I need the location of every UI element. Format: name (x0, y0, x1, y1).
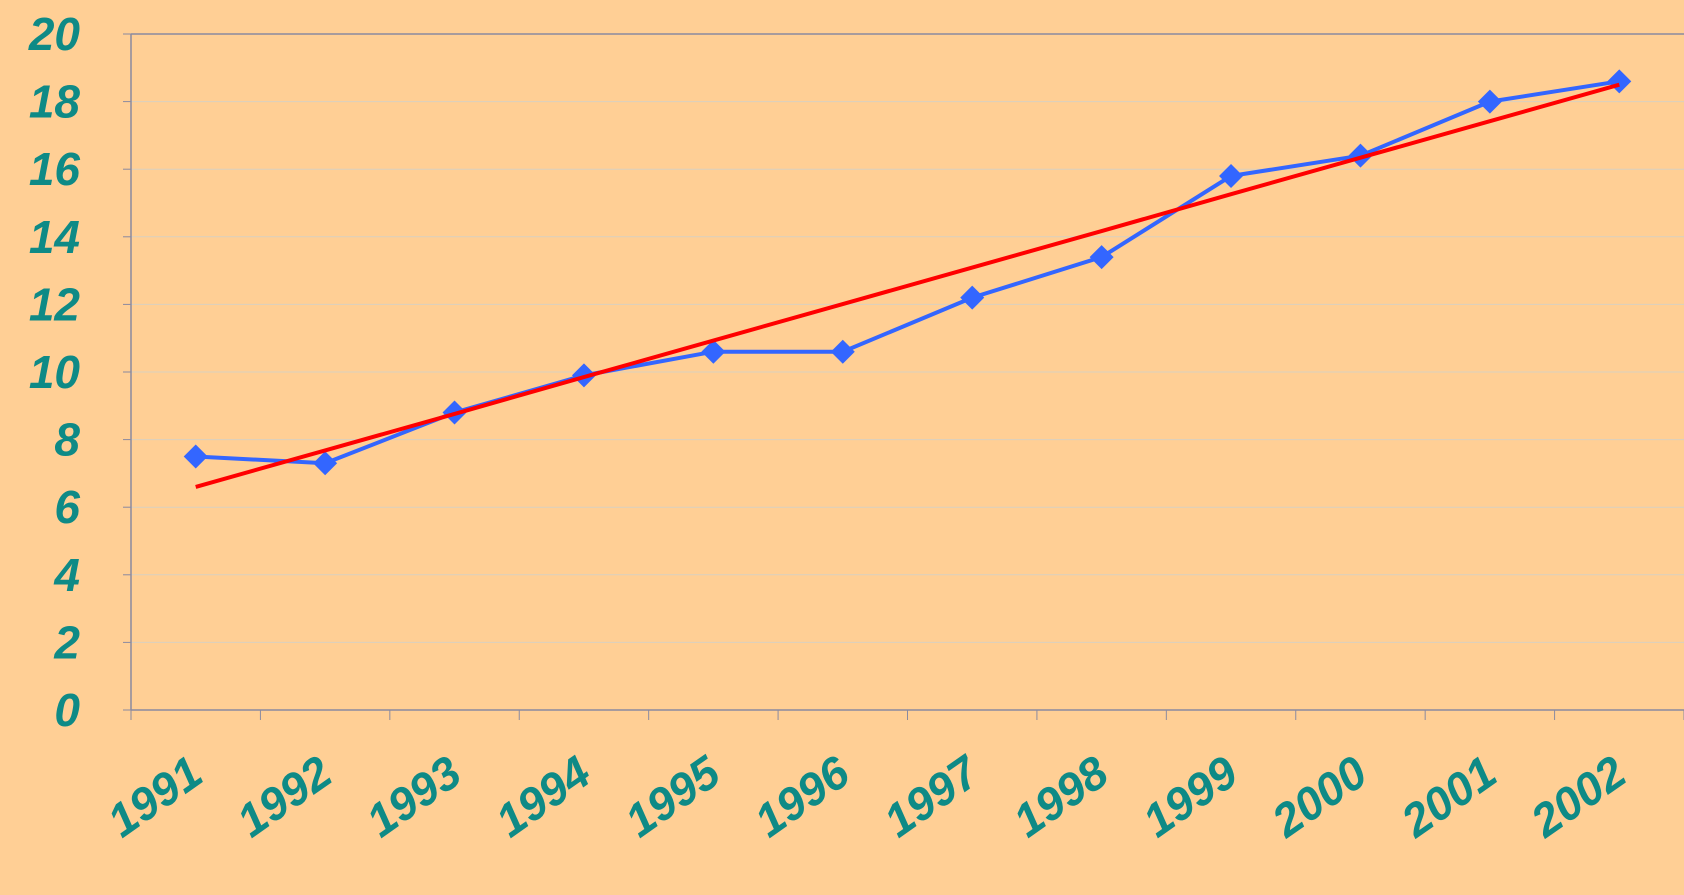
x-tick-label: 1994 (486, 746, 600, 847)
y-tick-label: 18 (29, 76, 81, 128)
x-tick-label: 2002 (1521, 745, 1636, 847)
point-marker (830, 339, 855, 364)
y-tick-label: 0 (54, 684, 80, 736)
y-tick-label: 12 (29, 278, 81, 330)
y-tick-label: 4 (53, 549, 80, 601)
y-tick-label: 2 (53, 616, 80, 668)
point-marker (960, 285, 985, 310)
point-marker (1089, 245, 1114, 270)
x-tick-label: 1996 (745, 745, 859, 847)
point-marker (1477, 89, 1502, 114)
point-marker (1219, 163, 1244, 188)
y-tick-label: 10 (29, 346, 81, 398)
y-tick-label: 16 (29, 143, 81, 195)
x-tick-label: 1997 (874, 744, 990, 847)
y-tick-label: 14 (29, 211, 80, 263)
y-tick-label: 6 (54, 481, 80, 533)
point-marker (701, 339, 726, 364)
point-marker (313, 451, 338, 476)
x-tick-label: 2000 (1262, 745, 1377, 847)
x-tick-label: 1999 (1133, 745, 1247, 847)
y-tick-label: 20 (28, 8, 81, 60)
x-tick-label: 1995 (615, 745, 730, 847)
point-marker (1607, 69, 1632, 94)
series-line (195, 82, 1620, 489)
point-marker (183, 444, 208, 469)
x-tick-label: 1991 (98, 746, 212, 847)
x-tick-label: 1992 (227, 745, 341, 847)
x-tick-label: 1993 (357, 745, 471, 847)
y-tick-label: 8 (54, 414, 80, 466)
x-tick-label: 1998 (1004, 745, 1118, 847)
x-tick-label: 2001 (1391, 746, 1505, 848)
series-line (195, 79, 1620, 466)
